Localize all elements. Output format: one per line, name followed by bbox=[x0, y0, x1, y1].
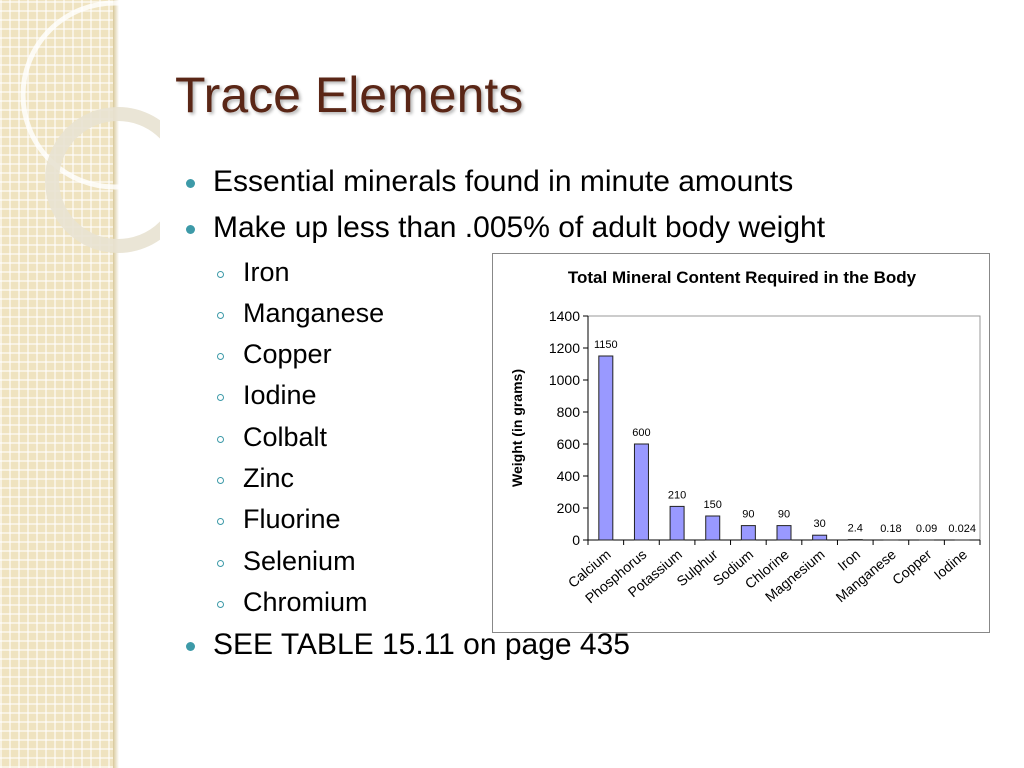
sub-bullet: Iron bbox=[243, 257, 290, 287]
sub-bullet: Zinc bbox=[243, 463, 295, 493]
sub-bullet-marker bbox=[217, 601, 224, 608]
bullet: Make up less than .005% of adult body we… bbox=[213, 211, 826, 244]
slide-title: Trace Elements bbox=[175, 67, 524, 123]
data-label: 90 bbox=[742, 509, 754, 521]
bullet: Essential minerals found in minute amoun… bbox=[213, 165, 794, 198]
data-label: 0.18 bbox=[880, 523, 901, 535]
sub-bullet-marker bbox=[217, 560, 224, 567]
sub-bullet-marker bbox=[217, 312, 224, 319]
chart: Weight (in grams) 0 200 400 600 800 1000 1200 14… bbox=[492, 253, 990, 633]
y-tick-label: 200 bbox=[557, 500, 581, 516]
data-label: 30 bbox=[814, 518, 826, 530]
decor-strip bbox=[0, 0, 113, 768]
sub-bullet: Manganese bbox=[243, 298, 385, 328]
chart-border bbox=[492, 253, 990, 633]
y-axis-label: Weight (in grams) bbox=[509, 369, 525, 487]
data-label: 1150 bbox=[594, 339, 618, 351]
bullet-marker bbox=[186, 225, 195, 234]
sub-bullet: Colbalt bbox=[243, 422, 328, 452]
bar bbox=[705, 515, 721, 541]
sub-bullet-marker bbox=[217, 436, 224, 443]
y-tick-label: 1200 bbox=[549, 340, 580, 356]
data-label: 90 bbox=[778, 509, 790, 521]
y-tick-label: 1000 bbox=[549, 372, 580, 388]
decor-circles bbox=[20, 0, 160, 253]
y-tick-label: 1400 bbox=[549, 308, 580, 324]
bullet: SEE TABLE 15.11 on page 435 bbox=[213, 628, 630, 661]
chart-title: Total Mineral Content Required in the Bo… bbox=[567, 268, 917, 287]
decor-edge bbox=[113, 0, 119, 768]
sub-bullet: Fluorine bbox=[243, 504, 341, 534]
sub-bullet-marker bbox=[217, 394, 224, 401]
sub-bullet-marker bbox=[217, 518, 224, 525]
bar bbox=[740, 525, 756, 541]
data-label: 0.024 bbox=[948, 523, 976, 535]
y-tick-label: 600 bbox=[557, 436, 581, 452]
sub-bullet: Chromium bbox=[243, 587, 368, 617]
bar bbox=[776, 525, 792, 541]
sub-bullet: Copper bbox=[243, 339, 332, 369]
data-label: 0.09 bbox=[916, 523, 937, 535]
bullet-marker bbox=[186, 179, 195, 188]
chart-frame: Weight (in grams) 0 200 400 600 800 1000 1200 14… bbox=[492, 253, 990, 633]
bar bbox=[598, 355, 614, 541]
bullet-marker bbox=[186, 642, 195, 651]
bar bbox=[812, 534, 828, 541]
data-label: 150 bbox=[704, 499, 722, 511]
sub-bullet-marker bbox=[217, 477, 224, 484]
data-label: 210 bbox=[668, 489, 686, 501]
sub-bullet: Selenium bbox=[243, 546, 356, 576]
sub-bullet-marker bbox=[217, 271, 224, 278]
data-label: 2.4 bbox=[848, 523, 863, 535]
sub-bullet: Iodine bbox=[243, 380, 317, 410]
y-tick-label: 800 bbox=[557, 404, 581, 420]
bar bbox=[633, 443, 649, 541]
sub-bullet-marker bbox=[217, 353, 224, 360]
data-label: 600 bbox=[632, 427, 650, 439]
y-tick-label: 400 bbox=[557, 468, 581, 484]
bar bbox=[669, 505, 685, 541]
y-tick-label: 0 bbox=[572, 532, 580, 548]
